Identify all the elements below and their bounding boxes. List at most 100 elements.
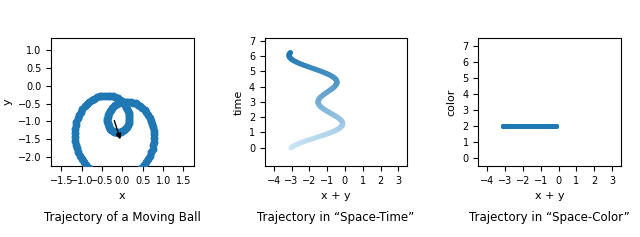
Point: [541, 124, 552, 128]
Point: [527, 124, 538, 128]
Point: [324, 73, 335, 77]
Point: [317, 106, 327, 110]
Point: [110, 103, 120, 107]
Point: [321, 72, 332, 75]
Point: [122, 125, 132, 128]
Point: [326, 131, 336, 134]
Point: [300, 139, 310, 143]
Point: [103, 113, 113, 117]
Point: [502, 124, 513, 128]
Point: [284, 52, 294, 56]
Point: [545, 124, 555, 128]
Point: [306, 66, 316, 70]
Point: [536, 124, 547, 128]
Point: [310, 68, 321, 71]
Point: [123, 123, 133, 127]
Point: [314, 97, 324, 101]
Point: [124, 115, 134, 119]
Point: [529, 124, 539, 128]
Point: [70, 143, 81, 146]
Point: [321, 91, 332, 95]
Point: [298, 63, 308, 67]
Point: [116, 99, 127, 103]
Point: [149, 140, 159, 143]
Point: [537, 124, 547, 128]
Point: [102, 115, 113, 119]
Point: [72, 146, 82, 150]
Point: [316, 95, 326, 98]
Point: [337, 120, 348, 124]
Point: [525, 124, 536, 128]
Point: [528, 124, 538, 128]
Point: [527, 124, 538, 128]
Point: [285, 51, 296, 55]
Point: [102, 117, 113, 121]
Point: [74, 113, 84, 117]
Point: [108, 105, 118, 108]
Point: [294, 142, 304, 146]
Point: [516, 124, 526, 128]
Point: [134, 169, 144, 172]
Point: [120, 103, 130, 107]
Point: [498, 124, 508, 128]
Point: [302, 139, 312, 142]
Point: [336, 125, 346, 129]
Point: [509, 124, 519, 128]
Point: [109, 130, 119, 133]
Point: [284, 53, 294, 57]
Point: [529, 124, 540, 128]
Point: [536, 124, 547, 128]
Point: [323, 72, 333, 76]
Point: [313, 100, 323, 104]
Point: [104, 124, 114, 128]
Point: [520, 124, 530, 128]
Point: [104, 109, 115, 113]
Point: [113, 131, 124, 134]
Point: [149, 132, 159, 136]
Text: Trajectory in “Space-Time”: Trajectory in “Space-Time”: [257, 211, 415, 224]
Point: [547, 124, 557, 128]
Point: [538, 124, 548, 128]
Point: [121, 126, 131, 130]
Point: [84, 166, 94, 170]
Point: [546, 124, 556, 128]
Point: [290, 143, 300, 147]
Point: [545, 124, 555, 128]
Point: [319, 92, 330, 96]
Point: [141, 110, 152, 114]
Point: [328, 75, 338, 78]
Point: [287, 145, 298, 149]
Point: [285, 52, 295, 55]
Point: [321, 132, 332, 136]
Point: [316, 105, 326, 109]
Point: [332, 82, 342, 86]
Point: [318, 93, 328, 97]
Point: [314, 102, 324, 106]
Point: [329, 85, 339, 89]
Y-axis label: time: time: [233, 89, 243, 114]
Point: [501, 124, 511, 128]
Point: [532, 124, 543, 128]
Point: [103, 176, 113, 180]
Point: [551, 124, 561, 128]
Point: [545, 124, 556, 128]
Point: [314, 103, 324, 106]
Point: [70, 127, 80, 131]
Point: [542, 124, 552, 128]
Point: [332, 115, 342, 119]
Point: [143, 113, 154, 117]
Point: [90, 171, 100, 175]
Point: [76, 110, 86, 114]
Point: [104, 111, 114, 115]
Point: [507, 124, 517, 128]
Point: [104, 125, 115, 129]
Point: [286, 146, 296, 150]
Point: [105, 94, 115, 98]
Point: [106, 108, 116, 111]
Point: [543, 124, 554, 128]
Point: [541, 124, 551, 128]
Point: [330, 114, 340, 118]
Point: [515, 124, 525, 128]
Point: [115, 98, 125, 101]
Point: [120, 128, 130, 131]
